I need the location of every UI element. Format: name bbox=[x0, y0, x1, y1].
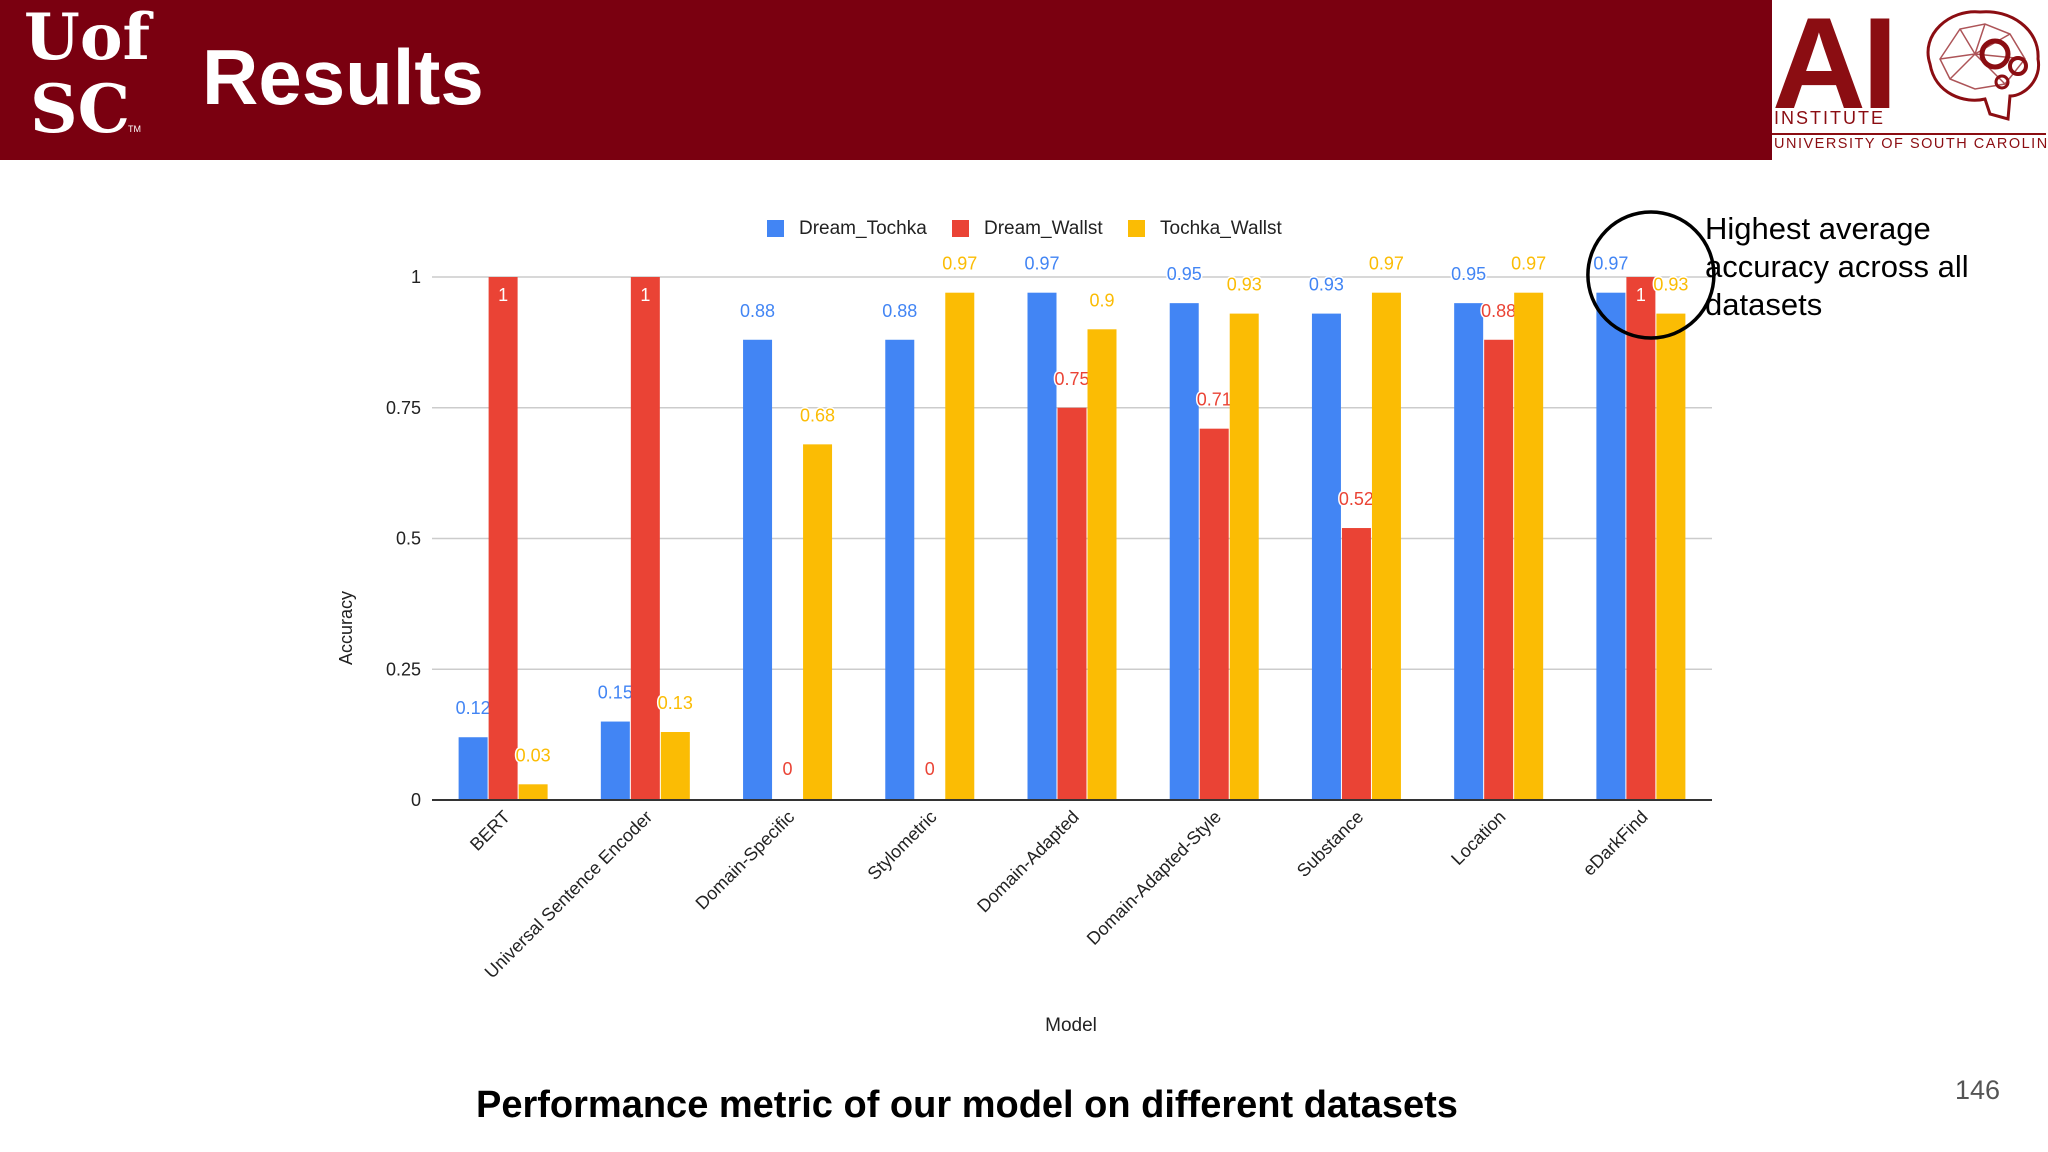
x-tick-label: eDarkFind bbox=[1579, 807, 1652, 880]
page-number: 146 bbox=[1955, 1075, 2001, 1105]
bar bbox=[600, 721, 630, 800]
data-label: 0.93 bbox=[1227, 275, 1262, 295]
y-axis-title: Accuracy bbox=[336, 591, 356, 665]
uofsc-logo-tm: TM bbox=[128, 124, 141, 134]
uofsc-logo-line2: SC bbox=[30, 70, 131, 148]
data-label: 1 bbox=[498, 285, 508, 305]
highlight-annotation: Highest average accuracy across all data… bbox=[1705, 211, 1969, 322]
bar bbox=[1514, 292, 1544, 800]
bar bbox=[1454, 303, 1484, 800]
data-label: 0 bbox=[925, 759, 935, 779]
x-tick-label: BERT bbox=[466, 807, 514, 855]
header-bar: Uof SC TM Results bbox=[0, 0, 1772, 160]
data-label: 0.75 bbox=[1054, 369, 1089, 389]
bar bbox=[458, 737, 488, 800]
data-label: 0.13 bbox=[658, 693, 693, 713]
y-tick-label: 0.5 bbox=[396, 529, 421, 549]
data-label: 0.93 bbox=[1309, 275, 1344, 295]
legend-label: Tochka_Wallst bbox=[1160, 218, 1283, 239]
legend-label: Dream_Wallst bbox=[984, 218, 1103, 239]
chart-caption: Performance metric of our model on diffe… bbox=[476, 1084, 1458, 1126]
legend-swatch bbox=[767, 220, 784, 237]
bar bbox=[1169, 303, 1199, 800]
bar bbox=[1484, 339, 1514, 800]
slide-title: Results bbox=[202, 33, 484, 121]
bar bbox=[1199, 428, 1229, 800]
bar bbox=[1087, 329, 1117, 800]
bar bbox=[1229, 313, 1259, 800]
data-label: 0.97 bbox=[1369, 254, 1404, 274]
ai-logo-letters: AI bbox=[1772, 0, 1898, 136]
data-label: 0.97 bbox=[1511, 254, 1546, 274]
bar bbox=[1371, 292, 1401, 800]
ai-logo-institute: INSTITUTE bbox=[1774, 108, 1885, 128]
bar bbox=[1057, 407, 1087, 800]
bar bbox=[1341, 528, 1371, 800]
x-tick-label: Domain-Specific bbox=[692, 807, 799, 914]
data-label: 0.95 bbox=[1167, 264, 1202, 284]
data-label: 0.97 bbox=[1593, 254, 1628, 274]
brain-gears-icon bbox=[1926, 10, 2041, 121]
data-label: 0.03 bbox=[516, 745, 551, 765]
data-label: 0.93 bbox=[1653, 275, 1688, 295]
data-label: 0.52 bbox=[1339, 489, 1374, 509]
y-tick-label: 0 bbox=[411, 790, 421, 810]
bar bbox=[945, 292, 975, 800]
bar bbox=[1596, 292, 1626, 800]
x-tick-label: Domain-Adapted-Style bbox=[1083, 807, 1225, 949]
bar bbox=[660, 732, 690, 800]
data-label: 1 bbox=[640, 285, 650, 305]
data-label: 1 bbox=[1636, 285, 1646, 305]
bar bbox=[518, 784, 548, 800]
highlight-circle bbox=[1586, 210, 1716, 340]
x-tick-label: Domain-Adapted bbox=[973, 807, 1083, 917]
legend-swatch bbox=[952, 220, 969, 237]
x-tick-label: Stylometric bbox=[864, 807, 941, 884]
data-label: 0.97 bbox=[942, 254, 977, 274]
legend-label: Dream_Tochka bbox=[799, 218, 927, 239]
x-tick-label: Substance bbox=[1293, 807, 1367, 881]
uofsc-logo: Uof SC TM bbox=[0, 0, 157, 160]
bar bbox=[1626, 277, 1656, 800]
y-tick-label: 0.25 bbox=[386, 659, 421, 679]
data-label: 0.68 bbox=[800, 405, 835, 425]
data-label: 0.97 bbox=[1024, 254, 1059, 274]
bar bbox=[803, 444, 833, 800]
bar bbox=[885, 339, 915, 800]
x-tick-label: Location bbox=[1447, 807, 1509, 869]
bar bbox=[1311, 313, 1341, 800]
data-label: 0.88 bbox=[1481, 301, 1516, 321]
legend-swatch bbox=[1128, 220, 1145, 237]
bar bbox=[743, 339, 773, 800]
ai-logo-university: UNIVERSITY OF SOUTH CAROLINA bbox=[1774, 136, 2048, 152]
data-label: 0.88 bbox=[740, 301, 775, 321]
ai-logo-rule bbox=[1772, 133, 2046, 135]
data-label: 0.71 bbox=[1197, 390, 1232, 410]
data-label: 0.12 bbox=[456, 698, 491, 718]
uofsc-logo-line1: Uof bbox=[24, 0, 151, 75]
bar bbox=[630, 277, 660, 800]
bar bbox=[1656, 313, 1686, 800]
bar bbox=[488, 277, 518, 800]
bar bbox=[1027, 292, 1057, 800]
data-label: 0.9 bbox=[1089, 290, 1114, 310]
y-tick-label: 1 bbox=[411, 267, 421, 287]
x-axis-title: Model bbox=[1045, 1015, 1097, 1036]
data-label: 0.15 bbox=[598, 683, 633, 703]
data-label: 0.88 bbox=[882, 301, 917, 321]
y-tick-label: 0.75 bbox=[386, 398, 421, 418]
data-label: 0 bbox=[783, 759, 793, 779]
data-label: 0.95 bbox=[1451, 264, 1486, 284]
ai-institute-logo: AI INSTITUTE UNIVERSITY OF SOUTH CAROLIN… bbox=[1772, 0, 2048, 160]
x-tick-label: Universal Sentence Encoder bbox=[481, 807, 656, 982]
